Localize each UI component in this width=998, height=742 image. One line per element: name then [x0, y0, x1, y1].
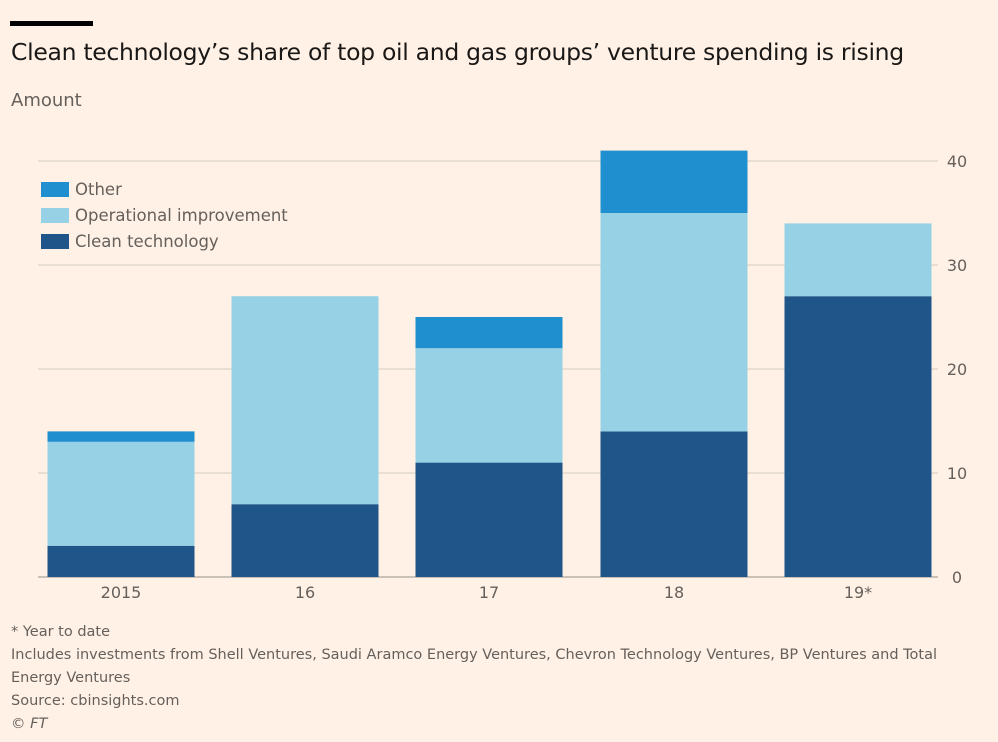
bar-18-other: [600, 150, 748, 213]
x-axis-ticks: 2015 16 17 18 19*: [101, 583, 873, 602]
includes-note-line-2: Energy Ventures: [11, 670, 131, 686]
legend-item-clean-technology: Clean technology: [41, 228, 288, 254]
chart-subtitle: Amount: [11, 90, 82, 111]
bar-17-clean-technology: [415, 462, 563, 577]
x-tick-label-17: 17: [479, 583, 499, 602]
x-tick-label-19: 19*: [844, 583, 872, 602]
legend: Other Operational improvement Clean tech…: [41, 176, 288, 254]
legend-item-other: Other: [41, 176, 288, 202]
y-tick-label-0: 0: [952, 568, 962, 587]
source-note: Source: cbinsights.com: [11, 693, 180, 709]
legend-swatch-other: [41, 181, 69, 197]
x-tick-label-18: 18: [664, 583, 684, 602]
legend-label-other: Other: [75, 179, 122, 199]
bar-16-operational-improvement: [231, 296, 379, 505]
bar-17-other: [415, 317, 563, 349]
bars: [47, 150, 932, 577]
bar-group-17: [415, 317, 563, 577]
y-axis-ticks: 0 10 20 30 40: [947, 152, 967, 587]
bar-group-2015: [47, 431, 195, 577]
ft-credit: © FT: [11, 716, 48, 732]
legend-label-clean-technology: Clean technology: [75, 231, 219, 251]
bar-18-operational-improvement: [600, 213, 748, 432]
bar-17-operational-improvement: [415, 348, 563, 463]
legend-swatch-clean-technology: [41, 233, 69, 249]
y-tick-label-30: 30: [947, 256, 967, 275]
chart-title: Clean technology’s share of top oil and …: [11, 38, 904, 66]
legend-label-operational-improvement: Operational improvement: [75, 205, 288, 225]
chart-notes: * Year to date Includes investments from…: [11, 621, 971, 736]
bar-group-19: [784, 223, 932, 577]
x-tick-label-16: 16: [295, 583, 315, 602]
bar-group-18: [600, 150, 748, 577]
y-tick-label-40: 40: [947, 152, 967, 171]
bar-2015-clean-technology: [47, 545, 195, 577]
bar-2015-operational-improvement: [47, 441, 195, 546]
y-tick-label-20: 20: [947, 360, 967, 379]
bar-2015-other: [47, 431, 195, 442]
bar-16-clean-technology: [231, 504, 379, 577]
x-tick-label-2015: 2015: [101, 583, 142, 602]
bar-19-operational-improvement: [784, 223, 932, 297]
legend-swatch-operational-improvement: [41, 207, 69, 223]
y-tick-label-10: 10: [947, 464, 967, 483]
includes-note-line-1: Includes investments from Shell Ventures…: [11, 647, 938, 663]
bar-18-clean-technology: [600, 431, 748, 577]
bar-19-clean-technology: [784, 296, 932, 577]
footnote: * Year to date: [11, 624, 111, 640]
bar-group-16: [231, 296, 379, 577]
brand-rule: [10, 21, 93, 26]
legend-item-operational-improvement: Operational improvement: [41, 202, 288, 228]
